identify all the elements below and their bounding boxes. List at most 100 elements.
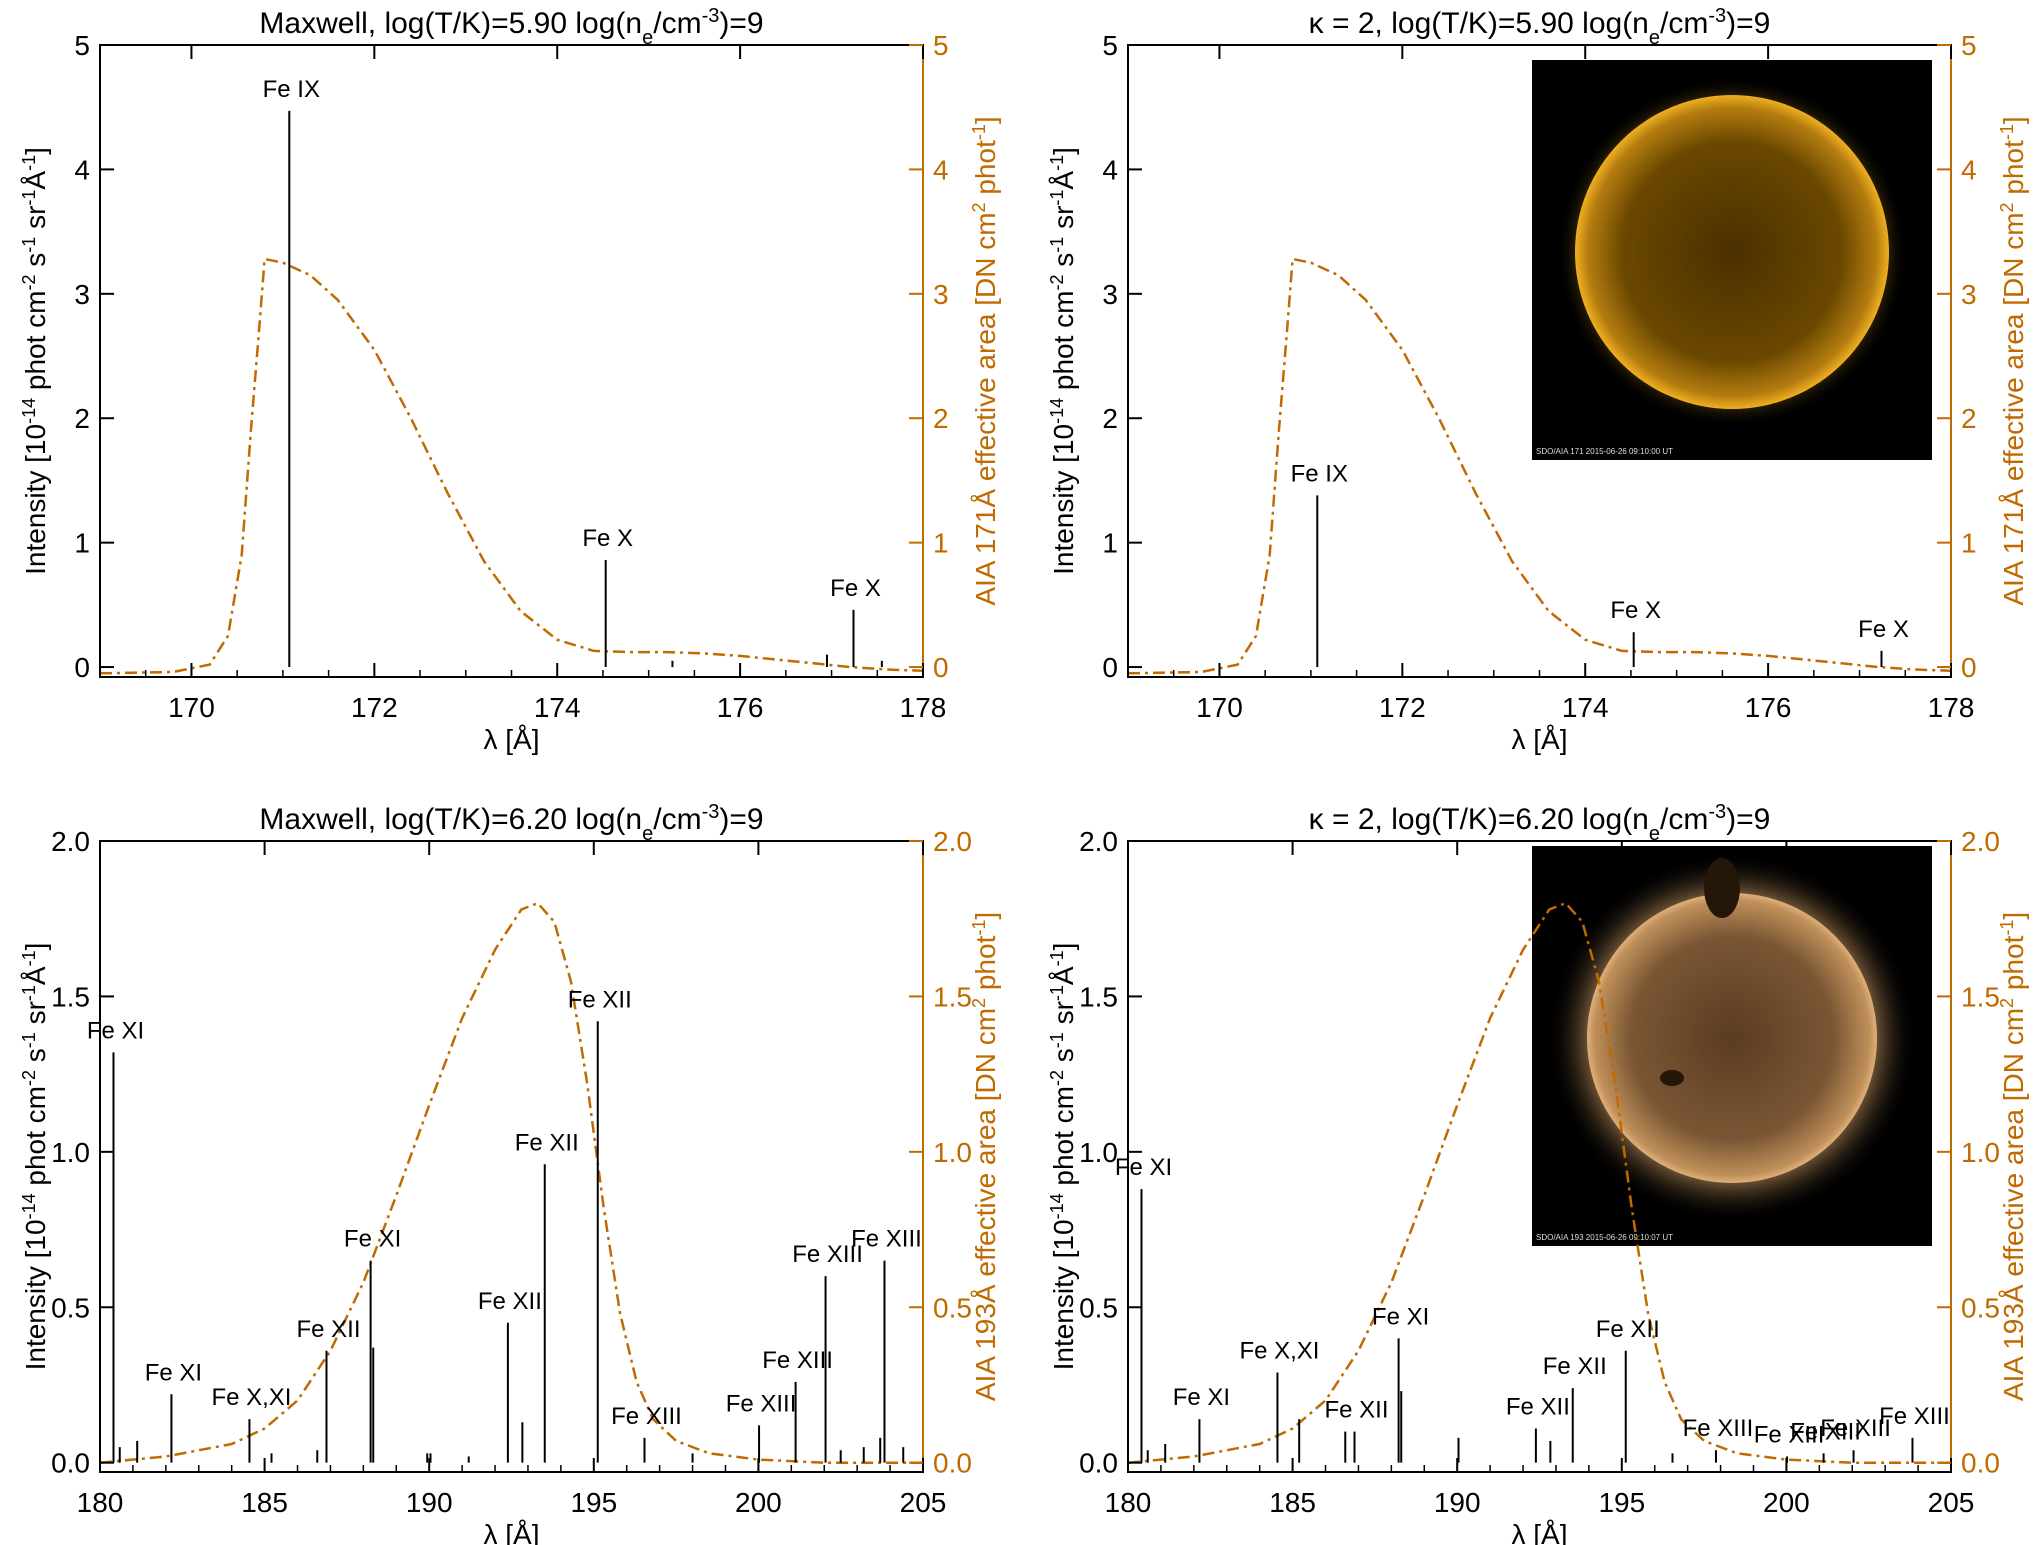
chart-title: κ = 2, log(T/K)=6.20 log(ne/cm-3)=9 xyxy=(1309,801,1771,845)
title-lead: κ = 2, xyxy=(1309,7,1392,40)
y-label-part: ] xyxy=(20,147,51,155)
x-tick-label: 190 xyxy=(1434,1487,1481,1518)
y2-tick-label: 0 xyxy=(933,652,949,683)
chart-panel-1: Fe IX Fe X Fe X 170 172 174 176 178 0 1 2 3 4 5 0 1 2 3 4 5… xyxy=(19,5,1001,755)
y-label-part: Å xyxy=(20,966,51,985)
y-tick-label: 1.5 xyxy=(1079,981,1118,1012)
y2-label-part: ] xyxy=(1998,116,2029,124)
y2-tick-label: 5 xyxy=(933,30,949,61)
y2-tick-label: 1.0 xyxy=(1961,1137,2000,1168)
x-tick-label: 170 xyxy=(168,692,215,723)
x-axis-label: λ [Å] xyxy=(483,724,539,755)
spectral-line-label: Fe XIII xyxy=(762,1347,833,1374)
y2-tick-label: 1.5 xyxy=(1961,981,2000,1012)
x-tick-label: 174 xyxy=(1562,692,1609,723)
y2-tick-label: 2 xyxy=(933,403,949,434)
title-temperature: log(T/K)=5.90 xyxy=(384,7,575,40)
y-label-sup: -1 xyxy=(1047,237,1067,253)
coronal-hole xyxy=(1660,1070,1684,1086)
spectral-line-label: Fe IX xyxy=(263,76,320,103)
y-tick-label: 1.5 xyxy=(51,981,90,1012)
spectral-line-label: Fe XI xyxy=(87,1017,144,1044)
y2-tick-label: 0.5 xyxy=(1961,1292,2000,1323)
x-tick-label: 176 xyxy=(717,692,764,723)
y2-label-sup: -1 xyxy=(969,124,989,140)
chart-panel-2: SDO/AIA 171 2015-06-26 09:10:00 UT Fe IX F… xyxy=(1047,5,2029,755)
y2-tick-label: 1.0 xyxy=(933,1137,972,1168)
y-label-part: Intensity [10 xyxy=(20,1219,51,1370)
y2-label-sup: 2 xyxy=(1997,202,2017,212)
y2-tick-label: 5 xyxy=(1961,30,1977,61)
title-density-subscript: e xyxy=(642,823,653,845)
x-tick-label: 172 xyxy=(351,692,398,723)
y-label-sup: -1 xyxy=(19,1032,39,1048)
y-label-sup: -1 xyxy=(19,950,39,966)
y-tick-label: 3 xyxy=(74,279,90,310)
x-tick-label: 195 xyxy=(570,1487,617,1518)
title-density: log(n xyxy=(575,803,642,836)
x-tick-label: 170 xyxy=(1196,692,1243,723)
y2-axis-label: AIA 193Å effective area [DN cm2 phot-1] xyxy=(969,912,1001,1401)
y2-tick-label: 4 xyxy=(933,154,949,185)
y-label-sup: -1 xyxy=(19,237,39,253)
title-density: log(n xyxy=(1582,803,1649,836)
spectral-line-label: Fe XI xyxy=(1115,1154,1172,1181)
spectral-line-label: Fe XII xyxy=(1506,1393,1570,1420)
y-label-part: s xyxy=(20,253,51,275)
title-density-superscript: -3 xyxy=(1708,5,1726,27)
spectral-line-label: Fe XI xyxy=(1372,1303,1429,1330)
title-lead: Maxwell, xyxy=(259,803,384,836)
y2-label-sup: -1 xyxy=(969,920,989,936)
y-label-sup: -14 xyxy=(1047,398,1067,424)
y-tick-label: 0.5 xyxy=(1079,1292,1118,1323)
spectral-line-label: Fe XIII xyxy=(726,1390,797,1417)
y-tick-label: 1 xyxy=(1102,528,1118,559)
x-axis-label: λ [Å] xyxy=(1511,724,1567,755)
y-label-sup: -2 xyxy=(19,275,39,291)
y-label-part: Å xyxy=(1048,171,1079,190)
y2-label-part: phot xyxy=(1998,935,2029,997)
y-label-sup: -1 xyxy=(1047,985,1067,1001)
chart-title: κ = 2, log(T/K)=5.90 log(ne/cm-3)=9 xyxy=(1309,5,1771,49)
y-axis-label: Intensity [10-14 phot cm-2 s-1 sr-1Å-1] xyxy=(1047,147,1079,575)
spectral-line-label: Fe X,XI xyxy=(1239,1338,1319,1365)
x-tick-label: 190 xyxy=(406,1487,453,1518)
y2-label-sup: 2 xyxy=(969,202,989,212)
x-axis-label: λ [Å] xyxy=(1511,1519,1567,1545)
title-lead: Maxwell, xyxy=(259,7,384,40)
y2-tick-label: 2.0 xyxy=(933,826,972,857)
x-tick-label: 200 xyxy=(1763,1487,1810,1518)
y2-tick-label: 2.0 xyxy=(1961,826,2000,857)
spectral-line-label: Fe XIII xyxy=(611,1403,682,1430)
title-density: /cm xyxy=(1660,7,1708,40)
y-label-part: sr xyxy=(1048,1001,1079,1032)
spectral-line-label: Fe XIII xyxy=(1820,1415,1891,1442)
chart-panel-4: SDO/AIA 193 2015-06-26 09:10:07 UT Fe XI F… xyxy=(1047,801,2029,1545)
title-density: )=9 xyxy=(1726,803,1770,836)
x-tick-label: 178 xyxy=(900,692,947,723)
y2-label-part: AIA 171Å effective area [DN cm xyxy=(970,212,1001,605)
y-label-sup: -2 xyxy=(1047,1070,1067,1086)
x-tick-label: 200 xyxy=(735,1487,782,1518)
y-tick-label: 1.0 xyxy=(1079,1137,1118,1168)
y-tick-label: 2 xyxy=(1102,403,1118,434)
y-tick-label: 0.5 xyxy=(51,1292,90,1323)
title-lead: κ = 2, xyxy=(1309,803,1392,836)
y-axis-label: Intensity [10-14 phot cm-2 s-1 sr-1Å-1] xyxy=(1047,943,1079,1371)
y2-tick-label: 1 xyxy=(1961,528,1977,559)
y-label-part: phot cm xyxy=(1048,291,1079,398)
y-label-sup: -14 xyxy=(19,398,39,424)
y-label-part: sr xyxy=(20,206,51,237)
y-label-part: ] xyxy=(1048,943,1079,951)
plot-frame xyxy=(99,44,924,678)
x-tick-label: 174 xyxy=(534,692,581,723)
y-label-sup: -1 xyxy=(1047,950,1067,966)
y-label-sup: -2 xyxy=(19,1070,39,1086)
title-density: )=9 xyxy=(1726,7,1770,40)
x-tick-label: 205 xyxy=(900,1487,947,1518)
spectral-line-label: Fe XII xyxy=(568,986,632,1013)
spectral-line-label: Fe IX xyxy=(1291,460,1348,487)
y-tick-label: 0.0 xyxy=(51,1448,90,1479)
x-tick-label: 172 xyxy=(1379,692,1426,723)
y2-tick-label: 0.0 xyxy=(1961,1448,2000,1479)
